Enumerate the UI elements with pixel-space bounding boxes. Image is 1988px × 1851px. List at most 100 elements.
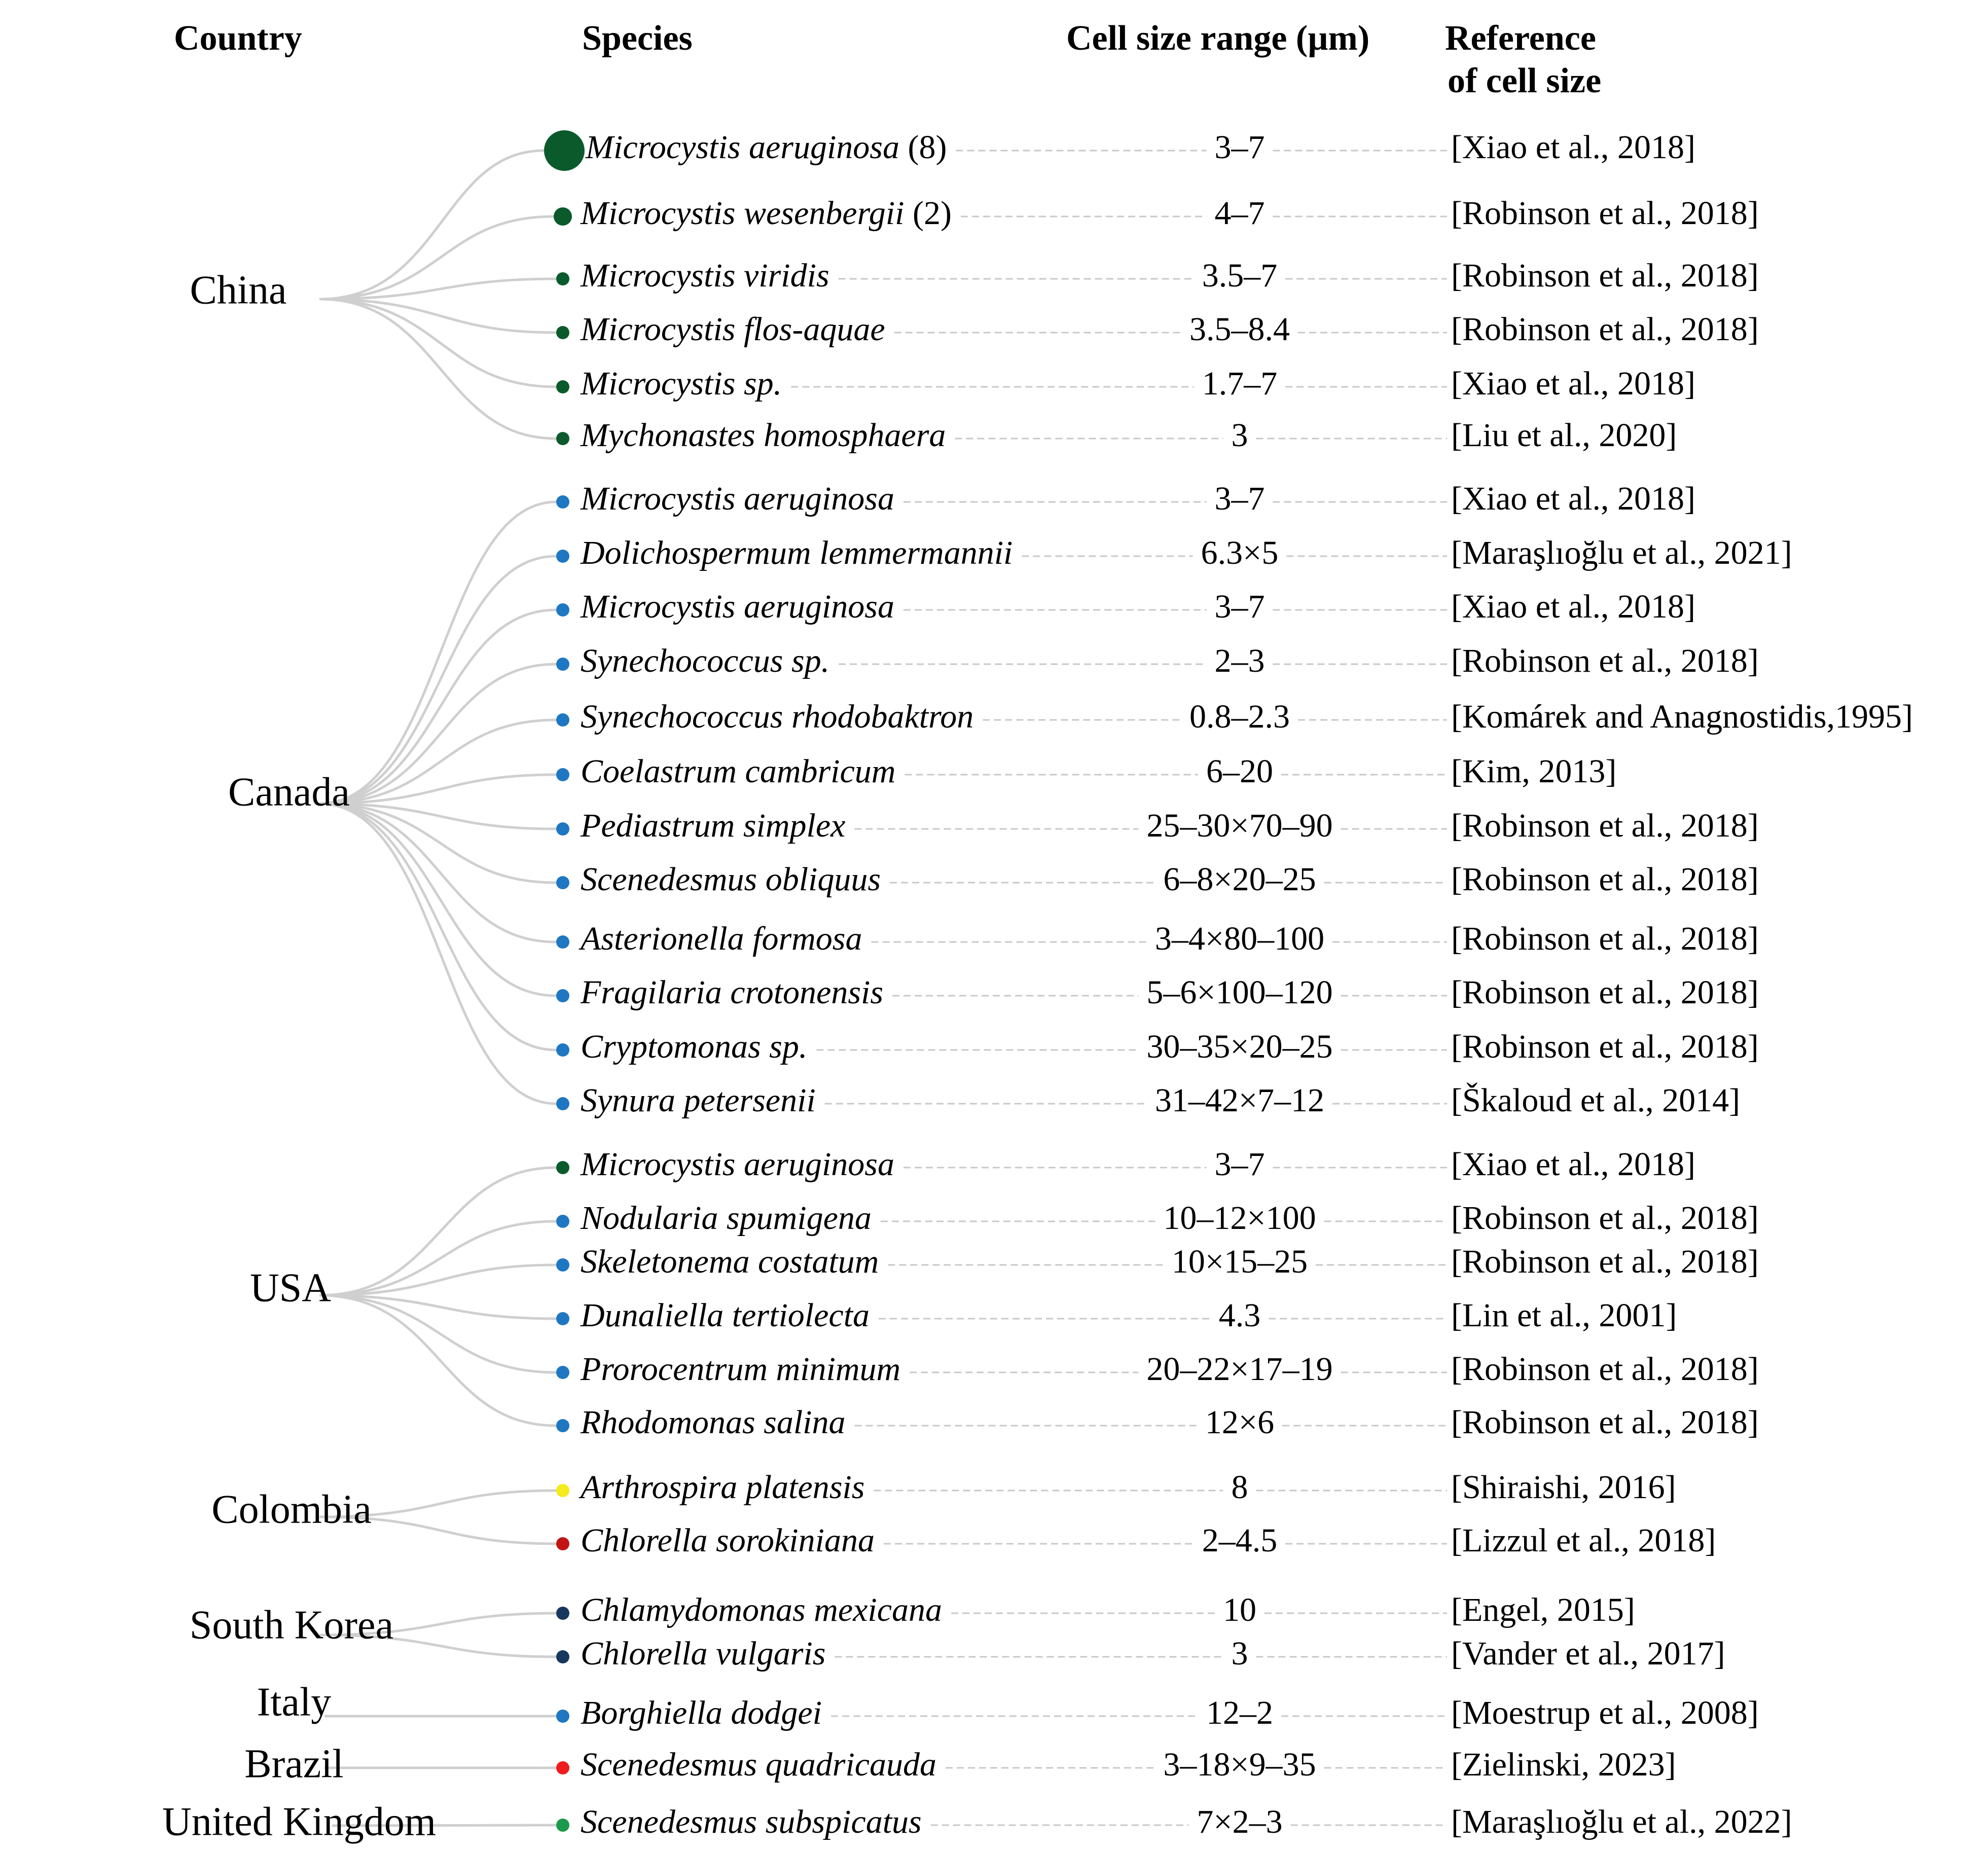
species-row: Asterionella formosa 3–4×80–100 [Robinson … [556, 920, 1759, 957]
branch-usa-5 [319, 1294, 557, 1427]
species-name: Scenedesmus quadricauda [581, 1746, 936, 1783]
species-row: Chlamydomonas mexicana 10 [Engel, 2015] [556, 1591, 1635, 1628]
species-name: Scenedesmus subspicatus [581, 1803, 922, 1840]
species-marker-dot [556, 1710, 569, 1723]
branch-canada-8 [319, 802, 557, 943]
cell-size-value: 10 [1223, 1591, 1256, 1628]
cell-size-value: 3.5–8.4 [1189, 311, 1290, 348]
reference-citation: [Xiao et al., 2018] [1451, 1146, 1695, 1183]
species-name: Microcystis aeruginosa (8) [585, 129, 947, 166]
species-marker-dot [556, 1215, 569, 1228]
branch-canada-10 [319, 802, 557, 1051]
reference-citation: [Kim, 2013] [1451, 753, 1616, 790]
species-name: Coelastrum cambricum [581, 753, 895, 790]
species-marker-dot [556, 713, 569, 727]
branch-usa-0 [319, 1166, 557, 1297]
reference-citation: [Robinson et al., 2018] [1451, 807, 1759, 844]
species-name: Scenedesmus obliquus [581, 861, 881, 898]
country-label-china: China [190, 268, 286, 312]
species-marker-dot [556, 989, 569, 1002]
reference-citation: [Robinson et al., 2018] [1451, 1243, 1759, 1280]
country-label-south-korea: South Korea [190, 1603, 393, 1647]
cell-size-value: 3–7 [1215, 1146, 1265, 1183]
reference-citation: [Robinson et al., 2018] [1451, 1028, 1759, 1065]
species-name: Microcystis sp. [580, 365, 782, 402]
reference-citation: [Moestrup et al., 2008] [1451, 1694, 1759, 1731]
species-row: Borghiella dodgei 12–2 [Moestrup et al., 2… [556, 1694, 1759, 1731]
species-marker-dot [556, 1419, 569, 1432]
species-name: Skeletonema costatum [581, 1243, 879, 1280]
cell-size-value: 12–2 [1206, 1694, 1273, 1731]
species-marker-dot [544, 130, 585, 171]
cell-size-value: 10×15–25 [1172, 1243, 1308, 1280]
reference-citation: [Robinson et al., 2018] [1451, 1404, 1759, 1441]
species-name: Rhodomonas salina [580, 1404, 846, 1441]
species-name: Arthrospira platensis [579, 1469, 864, 1506]
species-rows: Microcystis aeruginosa (8) 3–7 [Xiao et al… [544, 129, 1913, 1840]
reference-citation: [Vander et al., 2017] [1451, 1635, 1725, 1672]
country-label-italy: Italy [257, 1680, 332, 1724]
branch-china-4 [319, 298, 557, 388]
species-row: Nodularia spumigena 10–12×100 [Robinson et… [556, 1200, 1759, 1237]
species-row: Rhodomonas salina 12×6 [Robinson et al., 2… [556, 1404, 1759, 1441]
reference-citation: [Robinson et al., 2018] [1451, 257, 1759, 294]
species-marker-dot [556, 1366, 569, 1379]
species-row: Microcystis aeruginosa 3–7 [Xiao et al., 2… [556, 588, 1695, 625]
reference-header-line1: Reference [1445, 19, 1596, 58]
cell-size-value: 3–7 [1215, 588, 1265, 625]
reference-citation: [Xiao et al., 2018] [1451, 129, 1695, 166]
species-name: Chlorella vulgaris [581, 1635, 825, 1672]
branch-canada-1 [319, 555, 557, 805]
species-marker-dot [556, 876, 569, 889]
cell-size-value: 0.8–2.3 [1189, 698, 1290, 735]
branch-canada-4 [319, 718, 557, 805]
species-name: Microcystis aeruginosa [580, 588, 894, 625]
cell-size-value: 2–3 [1215, 642, 1265, 679]
species-marker-dot [556, 1043, 569, 1057]
branch-usa-3 [319, 1294, 557, 1320]
reference-citation: [Lizzul et al., 2018] [1451, 1522, 1716, 1559]
branch-colombia-0 [319, 1489, 557, 1518]
species-row: Coelastrum cambricum 6–20 [Kim, 2013] [556, 753, 1616, 790]
branch-canada-5 [319, 773, 557, 805]
cell-size-value: 3 [1232, 417, 1248, 454]
species-name: Fragilaria crotonensis [580, 974, 883, 1011]
species-row: Chlorella vulgaris 3 [Vander et al., 2017] [556, 1635, 1725, 1672]
reference-citation: [Maraşlıoğlu et al., 2021] [1451, 534, 1792, 571]
branch-south-korea-1 [319, 1634, 557, 1658]
species-marker-dot [556, 935, 569, 949]
reference-citation: [Robinson et al., 2018] [1451, 974, 1759, 1011]
species-row: Chlorella sorokiniana 2–4.5 [Lizzul et al.… [556, 1522, 1716, 1559]
species-marker-dot [556, 495, 569, 509]
country-label-brazil: Brazil [244, 1741, 343, 1786]
species-marker-dot [556, 603, 569, 616]
cell-size-value: 5–6×100–120 [1146, 974, 1332, 1011]
reference-citation: [Shiraishi, 2016] [1451, 1469, 1676, 1506]
species-name: Synechococcus sp. [581, 642, 829, 679]
reference-citation: [Engel, 2015] [1451, 1591, 1635, 1628]
species-row: Microcystis aeruginosa 3–7 [Xiao et al., 2… [556, 480, 1695, 517]
branch-canada-11 [319, 802, 557, 1105]
species-name: Prorocentrum minimum [580, 1351, 900, 1388]
cell-size-value: 3–4×80–100 [1155, 920, 1324, 957]
species-row: Scenedesmus subspicatus 7×2–3 [Maraşlıoğlu… [556, 1803, 1792, 1840]
species-row: Pediastrum simplex 25–30×70–90 [Robinson e… [556, 807, 1759, 844]
branch-usa-4 [319, 1294, 557, 1374]
branch-china-1 [319, 215, 554, 301]
cell-size-value: 6–20 [1206, 753, 1273, 790]
branch-united-kingdom-0 [332, 1824, 557, 1827]
species-name: Cryptomonas sp. [581, 1028, 807, 1065]
branch-canada-6 [319, 802, 557, 830]
reference-citation: [Robinson et al., 2018] [1451, 195, 1759, 232]
reference-citation: [Komárek and Anagnostidis,1995] [1451, 698, 1913, 735]
cell-size-value: 3.5–7 [1202, 257, 1278, 294]
species-row: Skeletonema costatum 10×15–25 [Robinson et… [556, 1243, 1759, 1280]
reference-citation: [Zielinski, 2023] [1451, 1746, 1676, 1783]
species-name: Chlamydomonas mexicana [581, 1591, 942, 1628]
cell-size-header: Cell size range (µm) [1066, 19, 1369, 58]
species-marker-dot [556, 1650, 569, 1663]
species-marker-dot [556, 1819, 569, 1832]
branch-south-korea-0 [319, 1612, 557, 1637]
cell-size-value: 3–18×9–35 [1163, 1746, 1316, 1783]
